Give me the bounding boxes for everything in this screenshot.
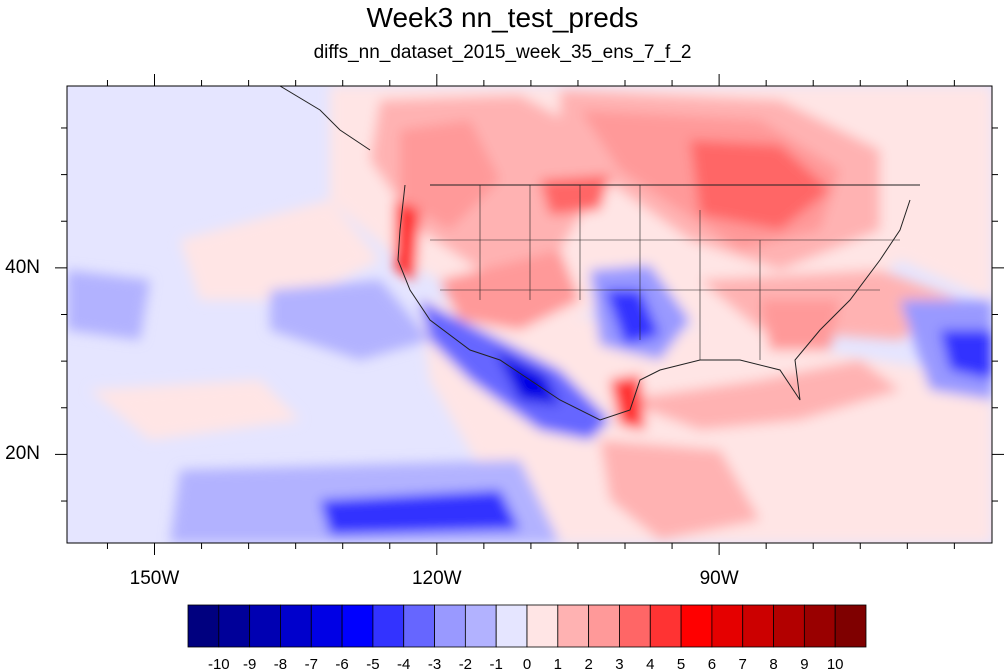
field-region xyxy=(67,270,150,340)
field-region xyxy=(400,120,500,230)
lat-tick-label: 20N xyxy=(5,443,40,465)
map-subtitle: diffs_nn_dataset_2015_week_35_ens_7_f_2 xyxy=(313,42,692,63)
state-lines xyxy=(479,185,761,360)
field-region xyxy=(760,300,840,350)
coastlines xyxy=(279,86,920,421)
map-title: Week3 nn_test_preds xyxy=(366,2,639,33)
lat-tick-label: 40N xyxy=(5,256,40,278)
state-lines xyxy=(430,239,900,291)
field-region xyxy=(270,280,430,360)
coastline xyxy=(397,184,911,421)
field-region xyxy=(610,375,645,430)
field-region xyxy=(495,350,560,405)
field-region xyxy=(940,330,992,380)
field-region xyxy=(600,440,760,540)
lon-tick-label: 150W xyxy=(129,568,180,589)
field-region xyxy=(605,290,660,345)
lon-tick-label: 90W xyxy=(699,568,739,589)
field-region xyxy=(90,380,300,440)
lon-tick-label: 120W xyxy=(411,568,462,589)
field-region xyxy=(180,200,380,300)
axis-ticks xyxy=(55,74,1004,555)
field-region xyxy=(540,175,610,215)
map-field xyxy=(67,86,992,543)
coastline xyxy=(279,86,371,151)
field-region xyxy=(620,360,900,430)
field-region xyxy=(320,490,520,535)
